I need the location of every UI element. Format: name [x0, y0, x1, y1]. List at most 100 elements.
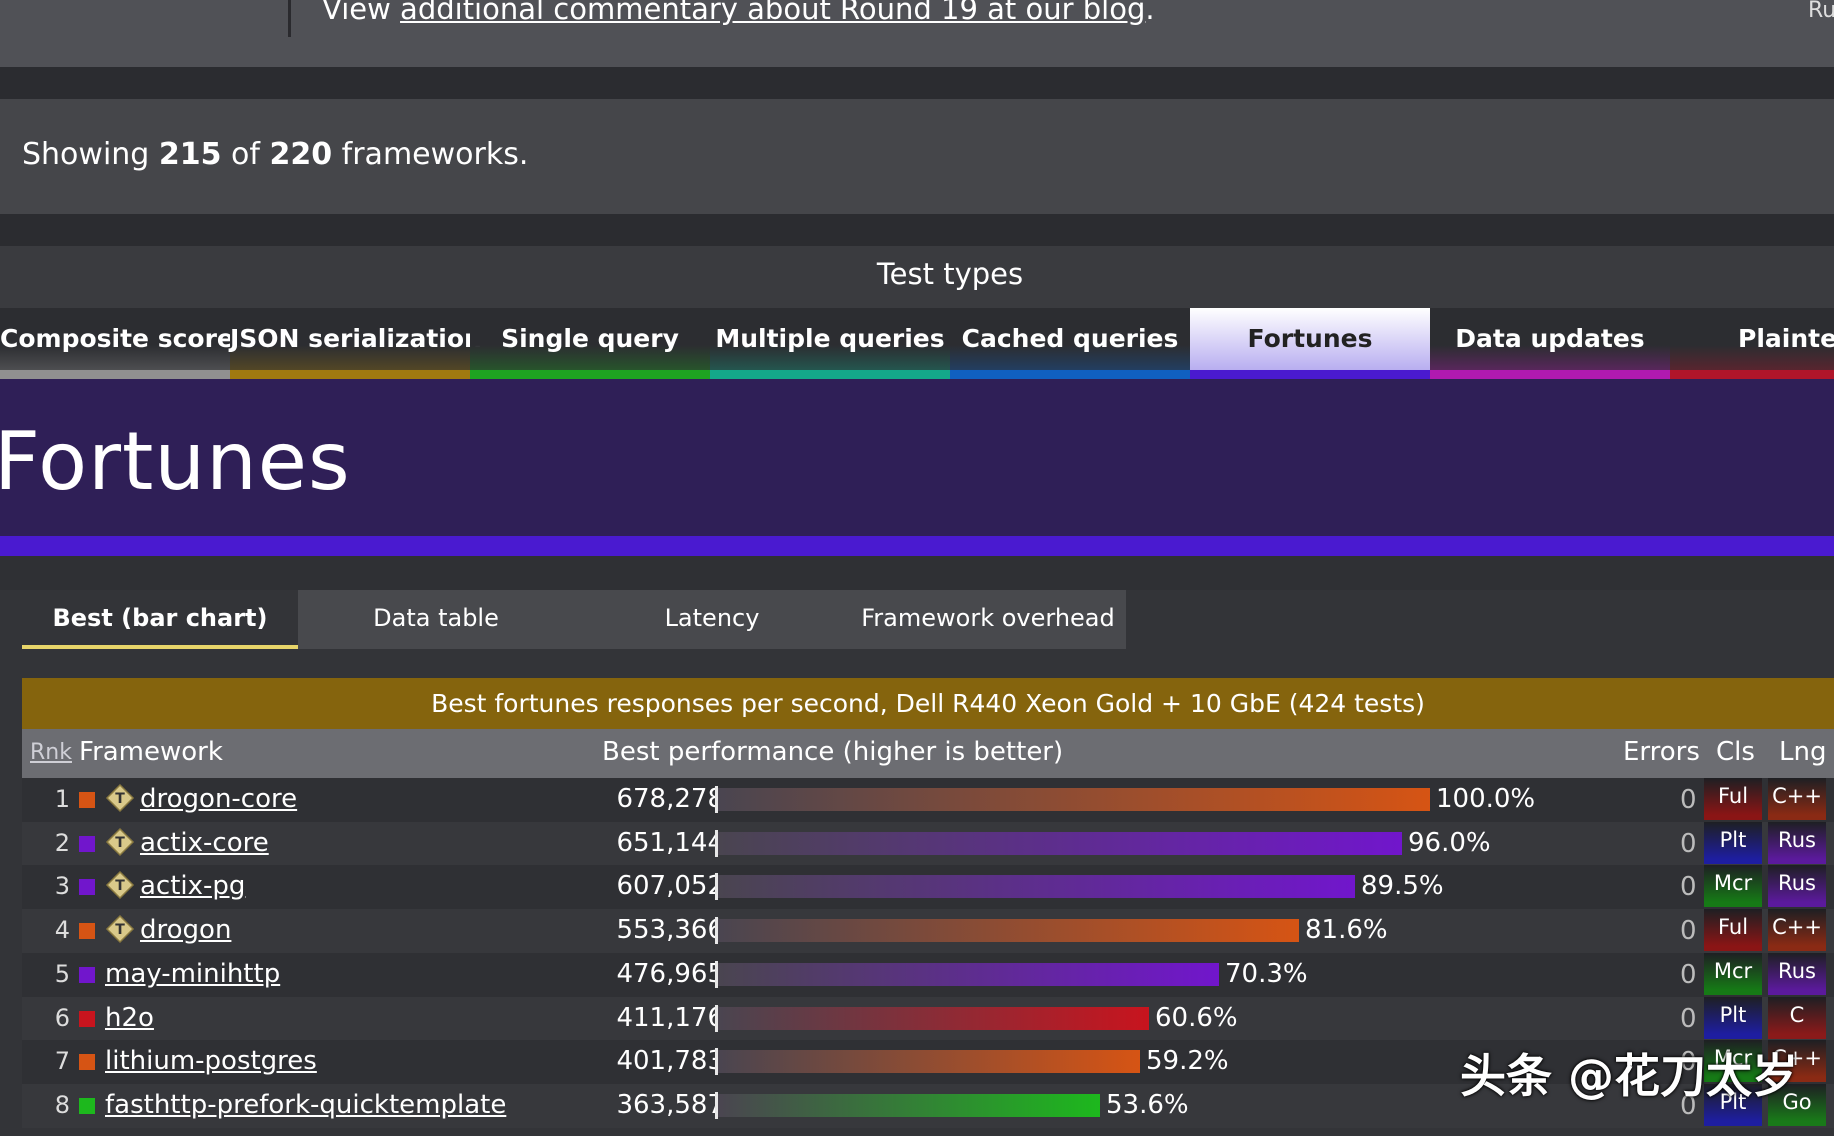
table-row: 8 fasthttp-prefork-quicktemplate 363,587 53… — [22, 1084, 1834, 1128]
column-framework: Framework — [79, 737, 223, 767]
language-badge: Rus — [1768, 822, 1826, 864]
bar-baseline — [715, 1092, 718, 1119]
rank: 3 — [54, 872, 70, 900]
tab-json-serialization[interactable]: JSON serialization — [230, 308, 482, 379]
table-row: 6 h2o 411,176 60.6% 0 Plt C — [22, 997, 1834, 1041]
tab-data-updates[interactable]: Data updates — [1430, 308, 1670, 379]
showing-middle: of — [221, 137, 270, 172]
performance-bar — [718, 788, 1430, 811]
classification-badge: Ful — [1704, 909, 1762, 951]
framework-link[interactable]: may-minihttp — [105, 959, 281, 989]
banner-divider — [288, 0, 291, 37]
performance-bar — [718, 832, 1402, 855]
tested-badge-icon: T — [105, 870, 135, 900]
rank: 6 — [54, 1004, 70, 1032]
tested-badge-icon: T — [105, 783, 135, 813]
requests-per-second: 476,965 — [616, 959, 724, 989]
watermark: 头条 @花刀太岁 — [1460, 1049, 1799, 1103]
error-count: 0 — [1680, 960, 1697, 990]
tab-single-query[interactable]: Single query — [470, 308, 710, 379]
results-column-header: Rnk Framework Best performance (higher i… — [22, 729, 1834, 778]
performance-percent: 70.3% — [1225, 959, 1308, 989]
framework-link[interactable]: drogon-core — [140, 784, 298, 814]
language-badge: C++ — [1768, 778, 1826, 820]
rank: 1 — [54, 785, 70, 813]
bar-baseline — [715, 917, 718, 944]
performance-percent: 100.0% — [1436, 784, 1536, 814]
section-accent-bar — [0, 536, 1834, 556]
performance-percent: 60.6% — [1155, 1003, 1238, 1033]
framework-link[interactable]: fasthttp-prefork-quicktemplate — [105, 1090, 507, 1120]
rank: 5 — [54, 960, 70, 988]
svg-text:T: T — [115, 835, 125, 851]
view-tabs: Best (bar chart) Data table Latency Framewo… — [22, 590, 1126, 649]
framework-link[interactable]: actix-core — [140, 828, 269, 858]
blog-commentary-text: View additional commentary about Round 1… — [322, 0, 1155, 26]
table-row: 7 lithium-postgres 401,783 59.2% 0 Mcr C++ — [22, 1040, 1834, 1084]
column-language: Lng — [1779, 737, 1827, 767]
view-tab-latency[interactable]: Latency — [664, 604, 760, 632]
language-badge: Rus — [1768, 865, 1826, 907]
performance-percent: 96.0% — [1408, 828, 1491, 858]
tab-composite-scores[interactable]: Composite scores — [0, 308, 249, 379]
results-title: Best fortunes responses per second, Dell… — [22, 678, 1834, 729]
error-count: 0 — [1680, 872, 1697, 902]
view-tab-data-table[interactable]: Data table — [373, 604, 499, 632]
svg-text:T: T — [115, 791, 125, 807]
column-errors: Errors — [1623, 737, 1700, 767]
language-badge: C — [1768, 997, 1826, 1039]
framework-link[interactable]: drogon — [140, 915, 232, 945]
classification-badge: Mcr — [1704, 865, 1762, 907]
error-count: 0 — [1680, 1047, 1697, 1077]
tab-cached-queries[interactable]: Cached queries — [950, 308, 1190, 379]
classification-badge: Mcr — [1704, 953, 1762, 995]
language-badge: C++ — [1768, 909, 1826, 951]
performance-bar — [718, 1050, 1140, 1073]
language-color-square — [79, 1054, 95, 1070]
total-count: 220 — [269, 137, 333, 172]
table-row: 5 may-minihttp 476,965 70.3% 0 Mcr Rus — [22, 953, 1834, 997]
framework-link[interactable]: actix-pg — [140, 871, 246, 901]
performance-bar — [718, 1094, 1100, 1117]
framework-link[interactable]: h2o — [105, 1003, 154, 1033]
performance-percent: 59.2% — [1146, 1046, 1229, 1076]
tab-multiple-queries[interactable]: Multiple queries — [710, 308, 950, 379]
showing-prefix: Showing — [22, 137, 159, 172]
language-color-square — [79, 1011, 95, 1027]
view-tab-framework-overhead[interactable]: Framework overhead — [861, 604, 1115, 632]
tested-badge-icon: T — [105, 827, 135, 857]
language-badge: Go — [1768, 1084, 1826, 1126]
framework-link[interactable]: lithium-postgres — [105, 1046, 317, 1076]
blog-prefix: View — [322, 0, 401, 26]
requests-per-second: 651,144 — [616, 828, 724, 858]
language-color-square — [79, 879, 95, 895]
performance-bar — [718, 875, 1355, 898]
bar-baseline — [715, 1048, 718, 1075]
blog-commentary-link[interactable]: additional commentary about Round 19 at … — [400, 0, 1146, 26]
tab-plaintex[interactable]: Plaintex — [1670, 308, 1834, 379]
error-count: 0 — [1680, 785, 1697, 815]
rank: 8 — [54, 1091, 70, 1119]
bar-baseline — [715, 786, 718, 813]
tab-fortunes[interactable]: Fortunes — [1190, 308, 1430, 379]
showing-panel: Showing 215 of 220 frameworks. — [0, 99, 1834, 214]
bar-baseline — [715, 1005, 718, 1032]
classification-badge: Mcr — [1704, 1040, 1762, 1082]
view-tab-best-bar-chart[interactable]: Best (bar chart) — [22, 590, 298, 649]
classification-badge: Ful — [1704, 778, 1762, 820]
section-header: Fortunes — [0, 379, 1834, 536]
classification-badge: Plt — [1704, 997, 1762, 1039]
test-types-title: Test types — [876, 257, 1024, 291]
showing-suffix: frameworks. — [332, 137, 529, 172]
performance-percent: 53.6% — [1106, 1090, 1189, 1120]
requests-per-second: 678,278 — [616, 784, 724, 814]
performance-bar — [718, 963, 1219, 986]
test-types-header: Test types — [0, 246, 1834, 308]
requests-per-second: 363,587 — [616, 1090, 724, 1120]
column-rank[interactable]: Rnk — [30, 740, 72, 765]
language-color-square — [79, 967, 95, 983]
error-count: 0 — [1680, 1091, 1697, 1121]
